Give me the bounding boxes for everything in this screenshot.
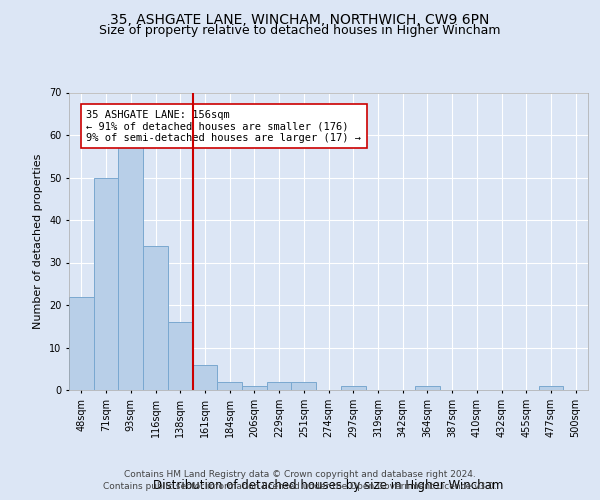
Text: 35, ASHGATE LANE, WINCHAM, NORTHWICH, CW9 6PN: 35, ASHGATE LANE, WINCHAM, NORTHWICH, CW… <box>110 12 490 26</box>
Y-axis label: Number of detached properties: Number of detached properties <box>34 154 43 329</box>
Bar <box>143 246 168 390</box>
Bar <box>292 382 316 390</box>
X-axis label: Distribution of detached houses by size in Higher Wincham: Distribution of detached houses by size … <box>154 478 503 492</box>
Bar <box>242 386 267 390</box>
Bar <box>267 382 292 390</box>
Bar <box>217 382 242 390</box>
Bar <box>539 386 563 390</box>
Bar <box>415 386 440 390</box>
Text: Contains public sector information licensed under the Open Government Licence v3: Contains public sector information licen… <box>103 482 497 491</box>
Bar <box>94 178 118 390</box>
Text: 35 ASHGATE LANE: 156sqm
← 91% of detached houses are smaller (176)
9% of semi-de: 35 ASHGATE LANE: 156sqm ← 91% of detache… <box>86 110 361 142</box>
Bar <box>168 322 193 390</box>
Bar <box>341 386 365 390</box>
Text: Size of property relative to detached houses in Higher Wincham: Size of property relative to detached ho… <box>99 24 501 37</box>
Bar <box>69 296 94 390</box>
Bar <box>118 144 143 390</box>
Text: Contains HM Land Registry data © Crown copyright and database right 2024.: Contains HM Land Registry data © Crown c… <box>124 470 476 479</box>
Bar <box>193 364 217 390</box>
